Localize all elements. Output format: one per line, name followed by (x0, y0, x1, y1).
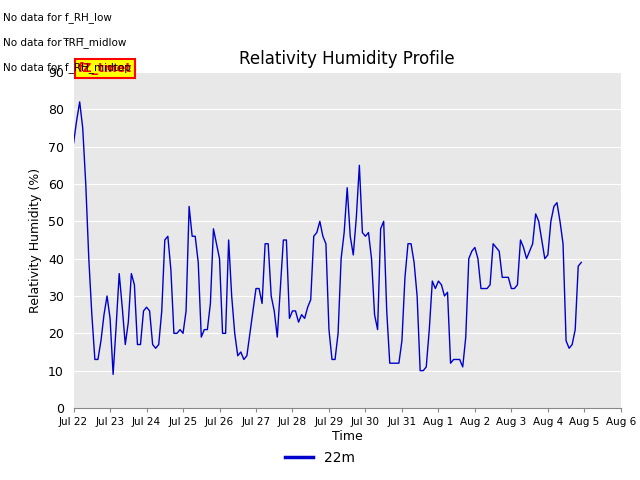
Text: No data for f_RH_low: No data for f_RH_low (3, 12, 112, 23)
Y-axis label: Relativity Humidity (%): Relativity Humidity (%) (29, 168, 42, 312)
Text: fZ_tmet: fZ_tmet (78, 62, 132, 75)
Legend: 22m: 22m (280, 445, 360, 471)
Text: No data for f̅RH̅_midlow: No data for f̅RH̅_midlow (3, 37, 127, 48)
X-axis label: Time: Time (332, 430, 363, 443)
Text: No data for f_RH_midtop: No data for f_RH_midtop (3, 62, 131, 73)
Title: Relativity Humidity Profile: Relativity Humidity Profile (239, 49, 455, 68)
